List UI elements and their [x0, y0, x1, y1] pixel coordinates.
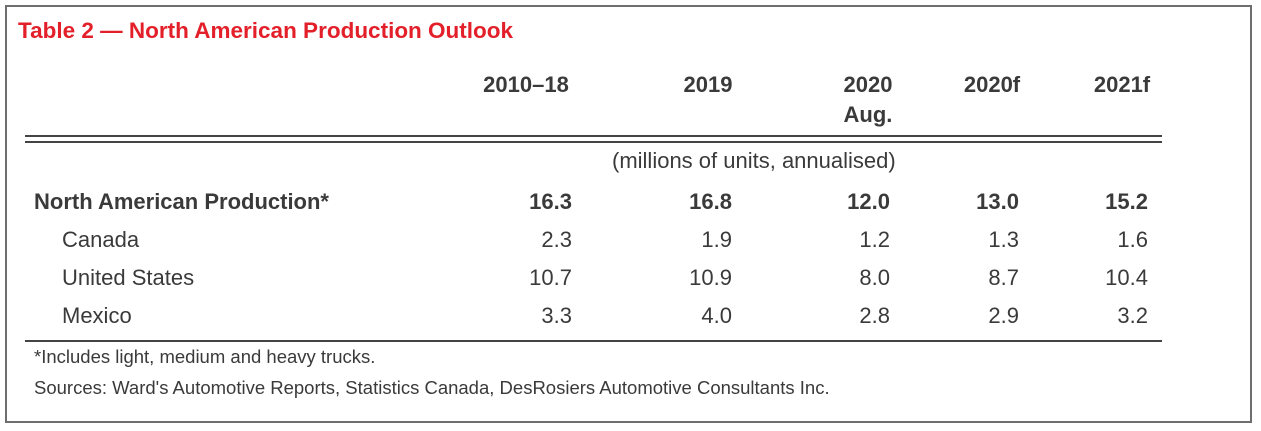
table-row: Canada 2.3 1.9 1.2 1.3 1.6 [0, 227, 1261, 263]
table-frame [5, 5, 1252, 423]
cell-2020-aug: 12.0 [847, 189, 890, 214]
row-label: Mexico [62, 303, 132, 328]
footnote: *Includes light, medium and heavy trucks… [34, 346, 376, 367]
column-header-line1: 2019 [683, 72, 733, 97]
units-note: (millions of units, annualised) [612, 148, 896, 173]
table-title: Table 2 — North American Production Outl… [18, 18, 514, 43]
column-header-line1: 2010–18 [483, 72, 569, 97]
column-header-2020f: 2020f [922, 70, 1062, 100]
column-header-line2: Aug. [843, 102, 893, 127]
cell-2020f: 13.0 [976, 189, 1019, 214]
cell-2020-aug: 8.0 [859, 265, 890, 290]
cell-2021f: 15.2 [1105, 189, 1148, 214]
cell-2010-18: 2.3 [541, 227, 572, 252]
cell-2010-18: 3.3 [541, 303, 572, 328]
row-label: North American Production* [34, 189, 329, 214]
cell-2019: 1.9 [701, 227, 732, 252]
header-rule-bottom [25, 141, 1162, 143]
table-row: United States 10.7 10.9 8.0 8.7 10.4 [0, 265, 1261, 301]
column-header-2010-18: 2010–18 [456, 70, 596, 100]
header-rule-top [25, 135, 1162, 137]
cell-2020f: 2.9 [988, 303, 1019, 328]
column-header-line1: 2020f [963, 72, 1021, 97]
table-row: North American Production* 16.3 16.8 12.… [0, 189, 1261, 225]
sources-note: Sources: Ward's Automotive Reports, Stat… [34, 377, 830, 398]
cell-2010-18: 10.7 [529, 265, 572, 290]
column-header-2020-aug: 2020 Aug. [798, 70, 938, 130]
cell-2020-aug: 2.8 [859, 303, 890, 328]
table-row: Mexico 3.3 4.0 2.8 2.9 3.2 [0, 303, 1261, 339]
column-header-line1: 2021f [1093, 72, 1151, 97]
cell-2021f: 3.2 [1117, 303, 1148, 328]
cell-2019: 4.0 [701, 303, 732, 328]
column-header-2021f: 2021f [1052, 70, 1192, 100]
cell-2020f: 8.7 [988, 265, 1019, 290]
column-header-2019: 2019 [638, 70, 778, 100]
cell-2010-18: 16.3 [529, 189, 572, 214]
cell-2019: 10.9 [689, 265, 732, 290]
cell-2019: 16.8 [689, 189, 732, 214]
cell-2020f: 1.3 [988, 227, 1019, 252]
row-label: Canada [62, 227, 140, 252]
table-bottom-rule [25, 340, 1162, 342]
row-label: United States [62, 265, 195, 290]
cell-2021f: 1.6 [1117, 227, 1148, 252]
cell-2021f: 10.4 [1105, 265, 1148, 290]
cell-2020-aug: 1.2 [859, 227, 890, 252]
column-header-line1: 2020 [843, 72, 893, 97]
